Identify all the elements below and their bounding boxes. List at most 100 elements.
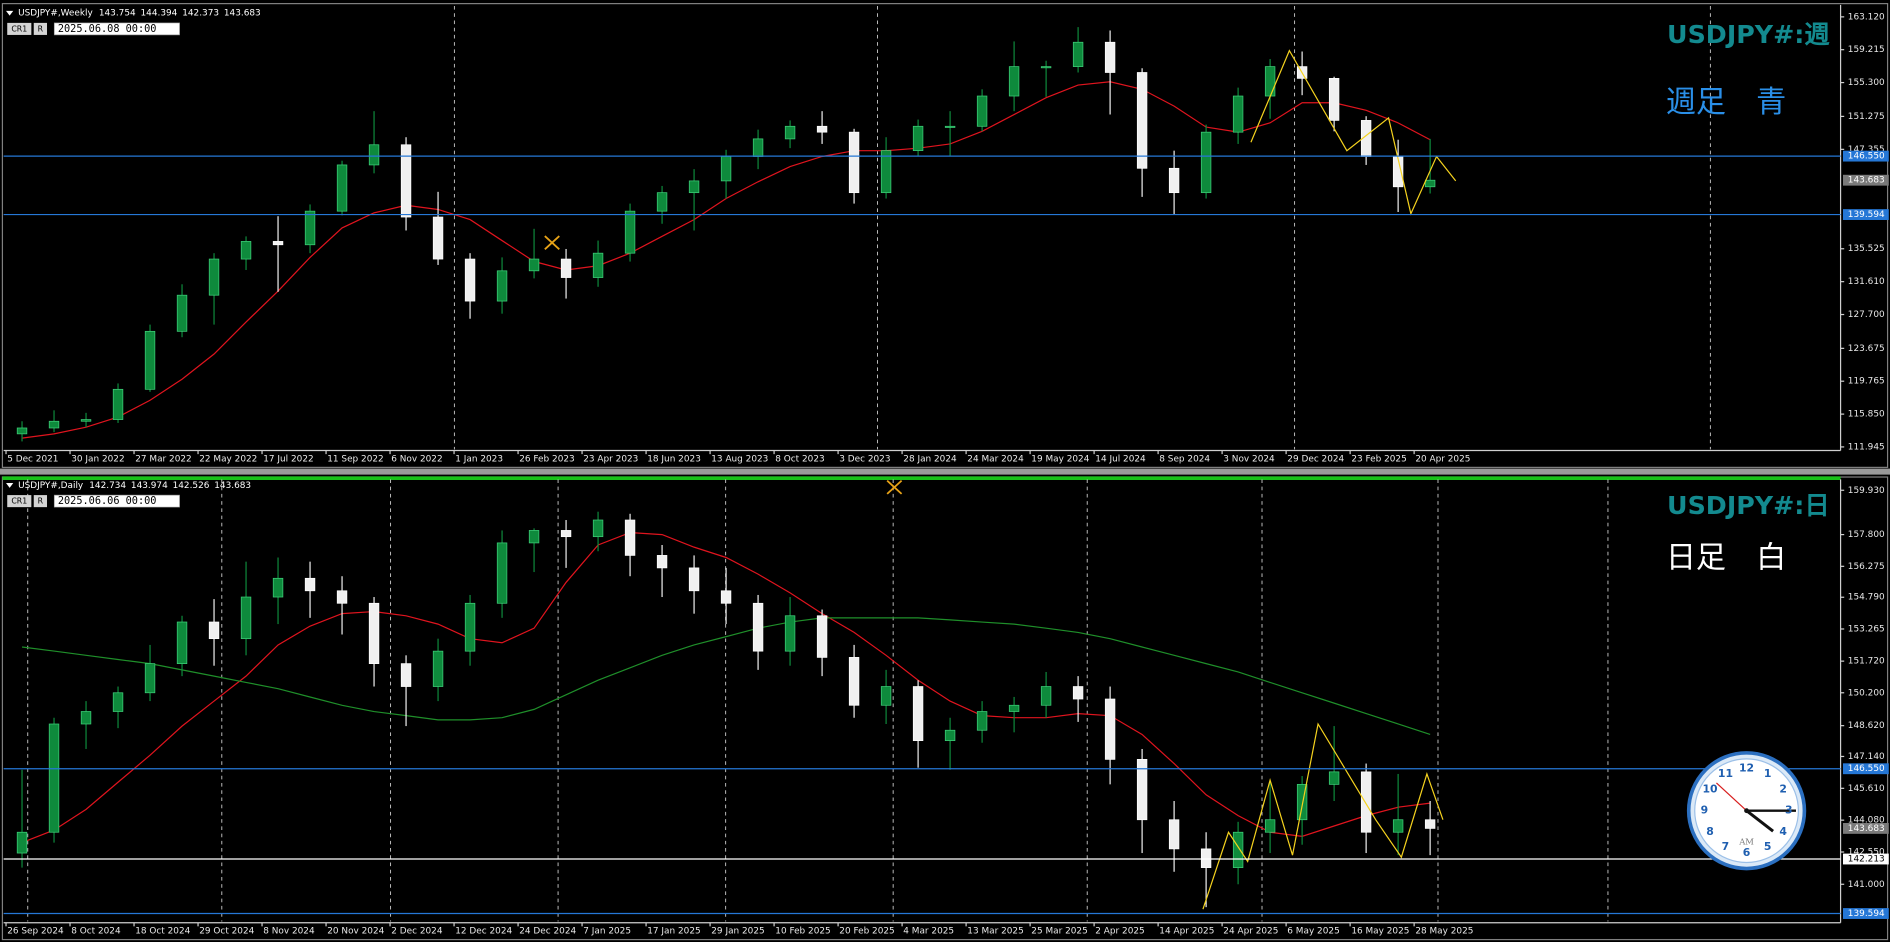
candle-body bbox=[1072, 41, 1084, 67]
x-tick-label: 26 Sep 2024 bbox=[7, 927, 64, 937]
candle-body bbox=[688, 567, 700, 592]
candle-body bbox=[240, 596, 252, 640]
candle-body bbox=[720, 590, 732, 604]
candle-body bbox=[656, 555, 668, 569]
y-tick-label: 155.300 bbox=[1848, 78, 1885, 88]
tool-icon bbox=[544, 235, 903, 495]
candle-body bbox=[1072, 686, 1084, 700]
second-hand bbox=[1716, 782, 1747, 812]
toolbar-button[interactable] bbox=[7, 495, 32, 508]
x-tick-label: 17 Jul 2022 bbox=[263, 454, 313, 464]
x-tick-label: 1 Jan 2023 bbox=[455, 454, 503, 464]
y-tick-label: 156.275 bbox=[1848, 562, 1885, 572]
candle-body bbox=[912, 125, 924, 152]
clock-number: 7 bbox=[1722, 840, 1730, 853]
candle-body bbox=[432, 216, 444, 260]
x-tick-label: 25 Mar 2025 bbox=[1031, 927, 1087, 937]
candle-body bbox=[496, 542, 508, 604]
candle-body bbox=[1040, 66, 1052, 69]
x-tick-label: 2 Apr 2025 bbox=[1095, 927, 1144, 937]
moving-average bbox=[21, 617, 1431, 736]
x-tick-label: 4 Mar 2025 bbox=[903, 927, 954, 937]
x-tick-label: 29 Dec 2024 bbox=[1287, 454, 1344, 464]
candle-body bbox=[848, 131, 860, 194]
candle-body bbox=[208, 258, 220, 296]
candle-body bbox=[1360, 771, 1372, 833]
toolbar-button-label: R bbox=[38, 24, 44, 33]
level-label-box bbox=[1842, 763, 1889, 775]
candle-body bbox=[944, 729, 956, 742]
candle-body bbox=[48, 723, 60, 833]
clock-number: 2 bbox=[1779, 783, 1787, 796]
toolbar-button[interactable] bbox=[33, 22, 48, 35]
level-label-box bbox=[1842, 150, 1889, 162]
candle-body bbox=[304, 210, 316, 246]
toolbar-button-label: CR1 bbox=[11, 24, 27, 33]
candle-body bbox=[80, 419, 92, 422]
x-tick-label: 10 Feb 2025 bbox=[775, 927, 830, 937]
x-tick-label: 14 Jul 2024 bbox=[1095, 454, 1146, 464]
clock-number: 9 bbox=[1701, 804, 1709, 817]
collapse-arrow[interactable] bbox=[6, 10, 14, 16]
candle-body bbox=[1296, 783, 1308, 821]
candle-body bbox=[912, 686, 924, 742]
candle-body bbox=[368, 144, 380, 166]
y-tick-label: 115.850 bbox=[1848, 410, 1885, 420]
date-box bbox=[53, 494, 180, 508]
candle-body bbox=[816, 615, 828, 658]
candle-body bbox=[848, 657, 860, 706]
hour-hand bbox=[1745, 809, 1775, 833]
chart-subtitle: 日足 白 bbox=[1666, 540, 1786, 575]
candle-body bbox=[880, 686, 892, 706]
y-tick-label: 123.675 bbox=[1848, 344, 1885, 354]
candle-body bbox=[144, 330, 156, 390]
candle-body bbox=[1008, 704, 1020, 712]
header-value: 143.754 bbox=[99, 9, 136, 19]
y-tick-label: 142.550 bbox=[1848, 848, 1885, 858]
x-tick-label: 7 Jan 2025 bbox=[583, 927, 631, 937]
clock-number: 10 bbox=[1702, 783, 1718, 796]
candle-body bbox=[592, 519, 604, 538]
collapse-arrow[interactable] bbox=[6, 483, 14, 488]
candle-body bbox=[560, 258, 572, 278]
candle-body bbox=[144, 663, 156, 694]
candle-body bbox=[432, 650, 444, 687]
x-tick-label: 29 Jan 2025 bbox=[711, 927, 764, 937]
candle-body bbox=[112, 692, 124, 712]
candle-body bbox=[528, 258, 540, 272]
candle-body bbox=[464, 258, 476, 302]
x-tick-label: 16 May 2025 bbox=[1351, 927, 1409, 937]
y-tick-label: 159.930 bbox=[1848, 486, 1885, 496]
y-tick-label: 148.620 bbox=[1848, 721, 1885, 731]
x-tick-label: 29 Oct 2024 bbox=[199, 927, 254, 937]
candle-body bbox=[1168, 167, 1180, 194]
toolbar-button[interactable] bbox=[7, 22, 32, 35]
level-label-box bbox=[1842, 209, 1889, 220]
level-label-box bbox=[1842, 908, 1889, 919]
clock-number: 4 bbox=[1779, 825, 1787, 838]
candle-body bbox=[1040, 686, 1052, 706]
clock-number: 5 bbox=[1764, 840, 1772, 853]
x-tick-label: 5 Dec 2021 bbox=[7, 454, 58, 464]
y-tick-label: 131.610 bbox=[1848, 277, 1885, 287]
header-value: 142.734 bbox=[89, 481, 126, 491]
zigzag bbox=[1202, 722, 1444, 910]
toolbar-button[interactable] bbox=[33, 495, 48, 508]
candle-body bbox=[368, 602, 380, 664]
candle-body bbox=[1232, 95, 1244, 133]
y-tick-label: 111.945 bbox=[1848, 442, 1885, 452]
candle-body bbox=[240, 241, 252, 260]
level-label: 142.213 bbox=[1848, 855, 1885, 865]
candle-body bbox=[592, 252, 604, 278]
x-tick-label: 20 Nov 2024 bbox=[327, 927, 384, 937]
candle-body bbox=[944, 125, 956, 128]
x-tick-label: 6 Nov 2022 bbox=[391, 454, 442, 464]
candle-body bbox=[176, 294, 188, 332]
y-tick-label: 127.700 bbox=[1848, 310, 1885, 320]
y-tick-label: 150.200 bbox=[1848, 688, 1885, 698]
chart-header: USDJPY#,Weekly bbox=[18, 9, 93, 19]
candle-body bbox=[112, 388, 124, 420]
candle-body bbox=[400, 144, 412, 218]
